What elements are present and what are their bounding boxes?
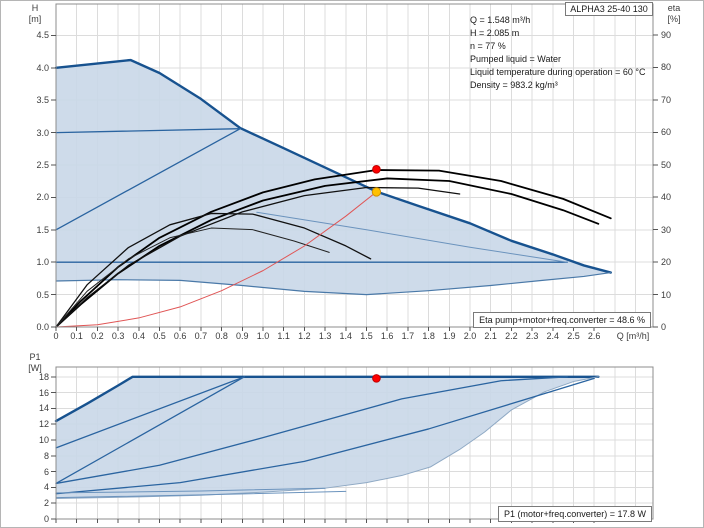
p1-axis-tick-label: 2 xyxy=(43,498,49,509)
eta-axis-tick-label: 90 xyxy=(661,30,672,41)
q-axis-tick-label: 1.1 xyxy=(277,331,290,341)
q-axis-unit-label: Q [m³/h] xyxy=(616,331,650,341)
eta-axis-tick-label: 20 xyxy=(661,257,672,268)
p1-axis-tick-label: 4 xyxy=(43,482,49,493)
p1-curve-4 xyxy=(55,377,595,495)
q-axis-tick-label: 2.3 xyxy=(525,331,539,341)
eta-axis-tick-label: 40 xyxy=(661,192,672,203)
q-axis-tick-label: 2.4 xyxy=(546,331,560,341)
eta-curve-3 xyxy=(55,186,461,328)
eta-point-marker xyxy=(372,165,381,174)
q-axis-tick-label: 0.3 xyxy=(111,331,125,341)
h-axis-tick-label: 0.5 xyxy=(36,289,49,300)
info-line: H = 2.085 m xyxy=(470,28,520,38)
p1-curve-6 xyxy=(55,487,326,494)
reduced-speed-curve xyxy=(256,211,568,263)
p1-axis-tick-label: 8 xyxy=(43,450,49,461)
eta-axis-tick-label: 60 xyxy=(661,127,672,138)
q-axis-tick-label: 2.5 xyxy=(567,331,580,341)
eta-axis-tick-label: 30 xyxy=(661,224,672,235)
q-axis-tick-label: 1.2 xyxy=(298,331,311,341)
q-axis-tick-label: 1.8 xyxy=(422,331,435,341)
h-axis-tick-label: 2.5 xyxy=(36,160,49,170)
info-line: Density = 983.2 kg/m³ xyxy=(470,80,558,90)
p1-axis-tick-label: 10 xyxy=(38,435,49,445)
info-line: Q = 1.548 m³/h xyxy=(470,15,531,25)
eta-axis-tick-label: 10 xyxy=(661,289,672,300)
q-axis-tick-label: 1.3 xyxy=(318,331,332,341)
h-axis-tick-label: 3.5 xyxy=(36,95,49,106)
eta-curve-5 xyxy=(55,227,330,328)
p1-axis-title: P1 [W] xyxy=(28,352,42,373)
q-axis-tick-label: 2.6 xyxy=(587,331,601,341)
eta-curve-4 xyxy=(55,212,372,328)
eta-result-box: Eta pump+motor+freq.converter = 48.6 % xyxy=(473,312,651,328)
h-axis-tick-label: 0.0 xyxy=(36,322,49,332)
h-axis-tick-label: 3.0 xyxy=(36,127,49,138)
q-axis-tick-label: 0.9 xyxy=(236,331,249,341)
q-axis-tick-label: 0.4 xyxy=(132,331,146,341)
q-axis-tick-label: 0.8 xyxy=(215,331,228,341)
duty-point-marker xyxy=(371,187,382,197)
eta-axis-title: eta [%] xyxy=(667,3,681,24)
p1-max-curve xyxy=(54,375,600,423)
prop-pressure-high-curve xyxy=(55,128,241,231)
q-axis-tick-label: 1.5 xyxy=(360,331,373,341)
eta-axis-tick-label: 50 xyxy=(661,159,672,170)
operating-point-info: Q = 1.548 m³/h H = 2.085 m n = 77 % Pumped … xyxy=(470,14,645,92)
eta-axis-tick-label: 0 xyxy=(661,322,667,332)
p1-curve-2 xyxy=(55,376,246,485)
q-axis-tick-label: 0.1 xyxy=(70,331,83,341)
info-line: Pumped liquid = Water xyxy=(470,54,561,64)
p1-axis-tick-label: 18 xyxy=(38,371,49,382)
p1-axis-tick-label: 12 xyxy=(38,419,49,430)
info-line: Liquid temperature during operation = 60… xyxy=(470,67,646,77)
q-axis-tick-label: 2.0 xyxy=(463,331,477,341)
p1-axis-tick-label: 6 xyxy=(43,466,49,477)
p1-axis-tick-label: 14 xyxy=(38,403,49,414)
q-axis-tick-label: 0.2 xyxy=(91,331,104,341)
q-axis-tick-label: 2.2 xyxy=(505,331,518,341)
q-axis-tick-label: 0.7 xyxy=(194,331,208,341)
p1-result-box: P1 (motor+freq.converter) = 17.8 W xyxy=(497,506,652,522)
q-axis-tick-label: 0.5 xyxy=(153,331,166,341)
h-axis-tick-label: 1.0 xyxy=(36,257,49,268)
q-axis-tick-label: 1.7 xyxy=(401,331,415,341)
h-axis-tick-label: 2.0 xyxy=(36,192,49,203)
q-axis-tick-label: 0 xyxy=(53,331,59,341)
p1-curve-1 xyxy=(55,376,246,449)
eta-curve-1 xyxy=(55,169,612,328)
h-axis-tick-label: 4.0 xyxy=(36,62,49,73)
q-axis-tick-label: 0.6 xyxy=(173,331,187,341)
p1-curve-3 xyxy=(55,376,568,485)
const-pressure-high-curve xyxy=(55,128,241,134)
h-axis-title: H [m] xyxy=(28,3,42,24)
max-speed-curve xyxy=(54,58,612,274)
min-speed-curve xyxy=(55,271,612,296)
q-axis-tick-label: 2.1 xyxy=(484,331,497,341)
p1-axis-tick-label: 0 xyxy=(43,514,49,524)
model-name-box: ALPHA3 25-40 130 xyxy=(565,2,653,16)
q-axis-tick-label: 1.9 xyxy=(443,331,456,341)
q-axis-tick-label: 1.4 xyxy=(339,331,353,341)
p1-point-marker xyxy=(372,374,381,383)
q-axis-tick-label: 1.6 xyxy=(380,331,394,341)
eta-axis-tick-label: 80 xyxy=(661,62,672,73)
eta-axis-tick-label: 70 xyxy=(661,94,672,105)
h-axis-tick-label: 4.5 xyxy=(36,30,49,41)
p1-curve-5 xyxy=(55,490,347,499)
q-axis-tick-label: 1.0 xyxy=(256,331,270,341)
system-curve xyxy=(55,191,377,328)
h-axis-tick-label: 1.5 xyxy=(36,224,49,235)
plot-frame xyxy=(55,366,654,520)
p1-axis-tick-label: 16 xyxy=(38,387,49,398)
info-line: n = 77 % xyxy=(470,41,506,51)
